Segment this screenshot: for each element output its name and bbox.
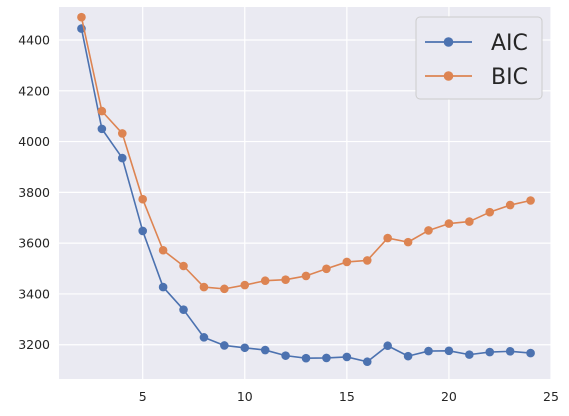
bic-data-point [158, 245, 168, 255]
series-layer [77, 12, 535, 367]
aic-legend-label: AIC [491, 31, 528, 56]
aic-data-point [158, 282, 168, 292]
aic-data-point [260, 345, 270, 355]
x-tick-label: 10 [237, 389, 253, 404]
legend: AIC BIC [415, 16, 543, 100]
bic-data-point [117, 129, 127, 138]
aic-data-point [505, 347, 515, 356]
aic-data-point [403, 351, 413, 361]
x-tick-label: 15 [339, 389, 355, 404]
aic-data-point [179, 305, 188, 314]
bic-data-point [138, 194, 148, 204]
bic-data-point [281, 275, 290, 285]
tick-labels: 5 10 15 20 25 3200 3400 3600 3800 4000 4200 4400 [18, 33, 559, 404]
bic-data-point [260, 276, 270, 286]
aic-data-point [240, 343, 250, 353]
bic-data-point [526, 196, 535, 205]
bic-data-point [424, 226, 433, 235]
bic-data-point [342, 257, 352, 267]
bic-legend-marker [443, 71, 454, 81]
x-tick-label: 25 [543, 389, 559, 404]
bic-data-point [383, 233, 392, 243]
aic-legend-marker [443, 37, 454, 47]
aic-data-point [301, 353, 311, 363]
y-tick-label: 4000 [18, 134, 50, 149]
aic-data-point [444, 346, 454, 356]
bic-data-point [301, 271, 311, 281]
aic-data-point [424, 346, 433, 356]
aic-data-point [465, 350, 474, 359]
aic-data-point [526, 348, 535, 358]
y-tick-label: 3200 [18, 337, 50, 352]
bic-data-point [485, 207, 495, 217]
y-tick-label: 3400 [18, 286, 50, 301]
bic-data-point [505, 200, 515, 210]
bic-legend-label: BIC [491, 65, 528, 90]
aic-data-point [138, 226, 148, 236]
x-tick-label: 5 [139, 389, 147, 404]
aic-data-point [322, 353, 331, 363]
bic-data-point [465, 217, 474, 226]
aic-data-point [117, 153, 127, 163]
aic-data-point [199, 333, 209, 342]
y-tick-label: 3800 [18, 185, 50, 200]
x-tick-label: 20 [441, 389, 457, 404]
aic-data-point [485, 347, 495, 357]
bic-data-point [220, 284, 229, 294]
y-tick-label: 4200 [18, 83, 50, 98]
aic-data-point [281, 351, 290, 360]
bic-data-point [444, 219, 454, 228]
bic-data-point [240, 280, 250, 290]
bic-data-point [362, 256, 372, 265]
bic-data-point [199, 282, 209, 292]
bic-data-point [97, 106, 107, 116]
bic-data-point [77, 12, 86, 22]
bic-data-point [179, 261, 188, 271]
bic-data-point [403, 237, 413, 247]
aic-data-point [383, 341, 392, 351]
aic-data-point [97, 124, 107, 134]
y-tick-label: 4400 [18, 33, 50, 48]
y-tick-label: 3600 [18, 236, 50, 251]
aic-data-point [342, 352, 352, 362]
bic-data-point [322, 264, 331, 274]
aic-data-point [220, 341, 229, 350]
aic-data-point [362, 357, 372, 367]
